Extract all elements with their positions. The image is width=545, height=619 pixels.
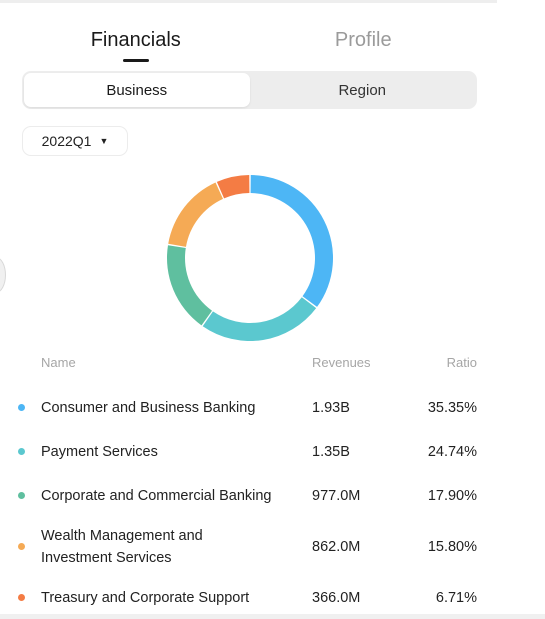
bottom-divider [0, 614, 545, 619]
table-row[interactable]: Treasury and Corporate Support 366.0M 6.… [0, 587, 497, 609]
period-value: 2022Q1 [41, 133, 92, 149]
caret-down-icon: ▼ [99, 136, 109, 146]
legend-dot [18, 594, 25, 601]
header-name: Name [41, 355, 76, 370]
tab-profile-label: Profile [334, 29, 392, 51]
row-name: Treasury and Corporate Support [41, 590, 250, 606]
row-ratio: 24.74% [427, 444, 477, 460]
main-tabs: Financials Profile [22, 22, 477, 64]
right-margin [497, 0, 545, 619]
table-row[interactable]: Corporate and Commercial Banking 977.0M … [0, 485, 497, 507]
donut-slice [168, 182, 223, 247]
table-row[interactable]: Consumer and Business Banking 1.93B 35.3… [0, 397, 497, 419]
period-dropdown[interactable]: 2022Q1 ▼ [22, 126, 128, 156]
tab-financials[interactable]: Financials [22, 22, 250, 64]
row-ratio: 17.90% [427, 488, 477, 504]
header-revenues: Revenues [312, 355, 371, 370]
table-row[interactable]: Payment Services 1.35B 24.74% [0, 441, 497, 463]
row-name: Wealth Management and Investment Service… [41, 528, 203, 566]
tab-financials-label: Financials [90, 29, 181, 51]
legend-dot [18, 492, 25, 499]
tab-profile[interactable]: Profile [250, 22, 478, 64]
row-revenues: 977.0M [312, 488, 361, 504]
row-name: Corporate and Commercial Banking [41, 488, 272, 504]
table-row[interactable]: Wealth Management and Investment Service… [0, 525, 497, 569]
donut-slice [202, 297, 317, 341]
table-header: Name Revenues Ratio [0, 355, 497, 375]
revenue-donut-chart [167, 175, 333, 341]
donut-slice [250, 175, 333, 307]
row-ratio: 35.35% [427, 400, 477, 416]
segment-business[interactable]: Business [24, 73, 250, 107]
row-revenues: 366.0M [312, 590, 361, 606]
legend-dot [18, 543, 25, 550]
row-ratio: 15.80% [427, 539, 477, 555]
row-revenues: 1.93B [312, 400, 350, 416]
top-divider [0, 0, 497, 3]
segment-control: Business Region [22, 71, 477, 109]
legend-dot [18, 448, 25, 455]
left-edge-handle[interactable] [0, 257, 6, 293]
row-name: Payment Services [41, 444, 158, 460]
segment-region[interactable]: Region [338, 81, 387, 99]
legend-dot [18, 404, 25, 411]
active-tab-indicator [122, 59, 149, 62]
row-ratio: 6.71% [435, 590, 477, 606]
row-name: Consumer and Business Banking [41, 400, 256, 416]
donut-slice [216, 175, 250, 199]
row-revenues: 862.0M [312, 539, 361, 555]
header-ratio: Ratio [446, 355, 477, 370]
row-revenues: 1.35B [312, 444, 350, 460]
donut-slice [167, 245, 213, 326]
